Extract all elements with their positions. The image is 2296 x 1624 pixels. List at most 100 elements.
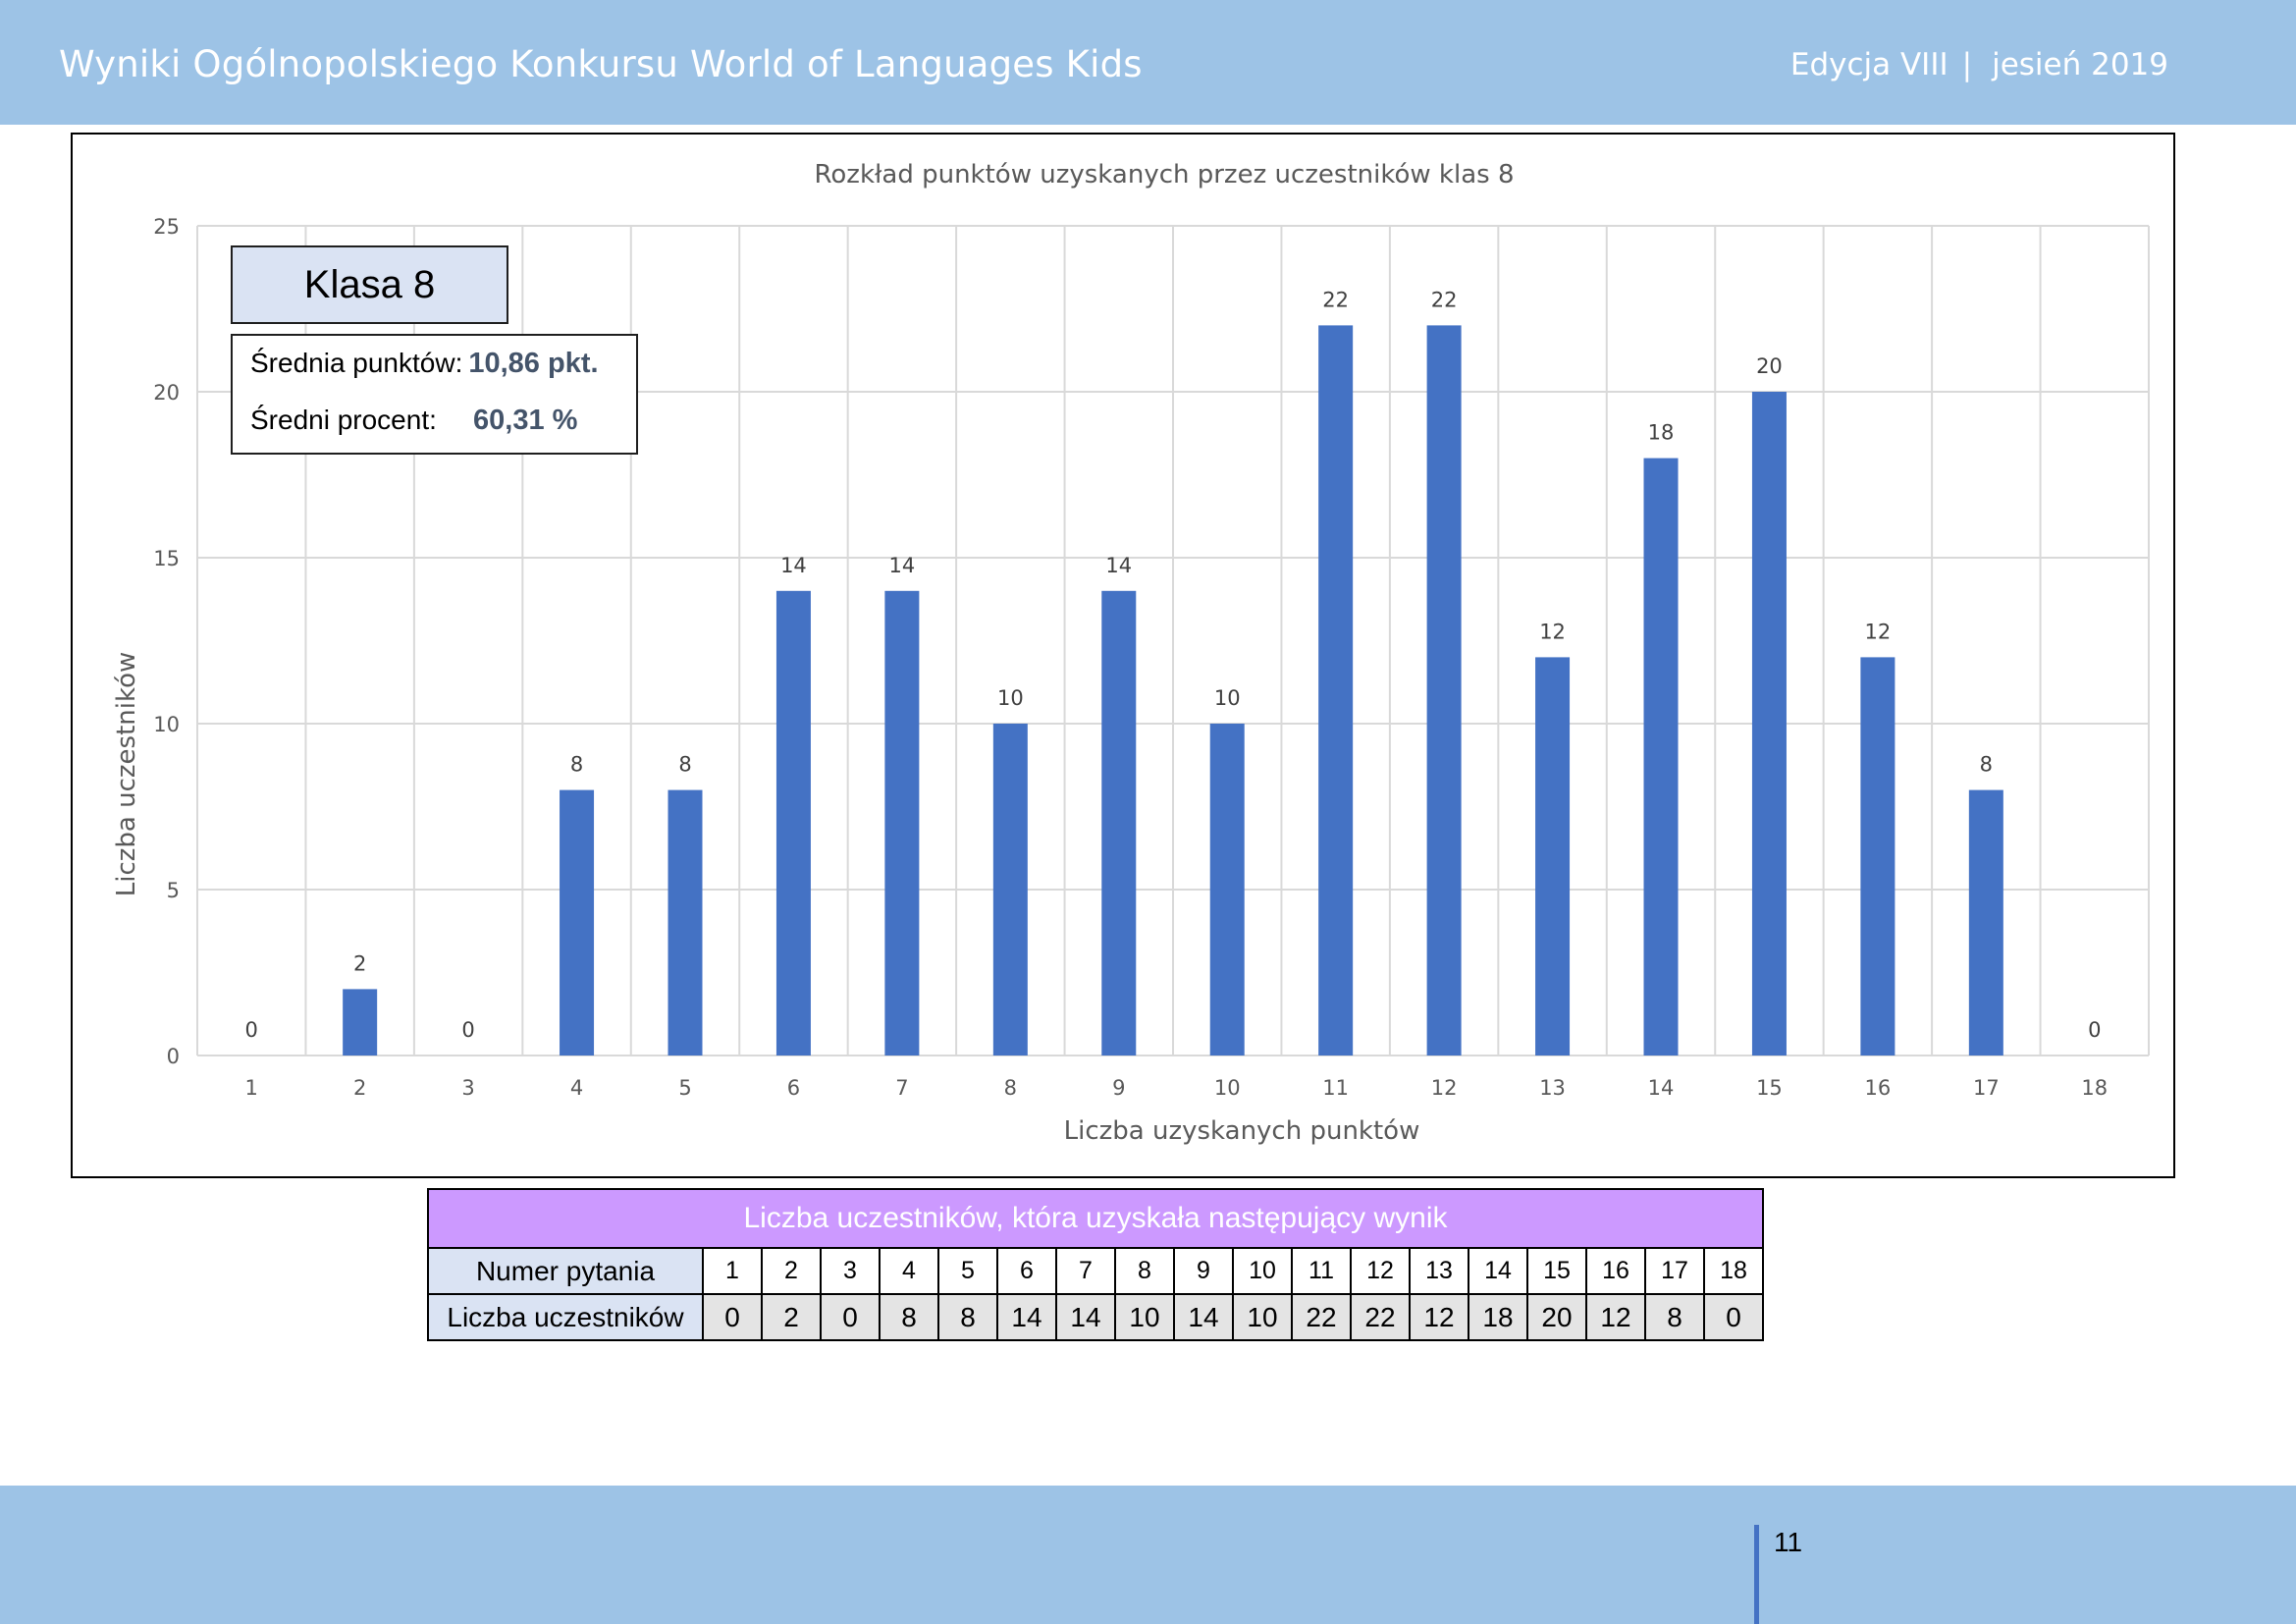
table-cell-participant-count: 20 <box>1526 1293 1587 1341</box>
bar-14 <box>1643 458 1679 1056</box>
x-tick-label: 10 <box>1214 1076 1241 1100</box>
table-cell-question-number: 2 <box>761 1247 822 1295</box>
row-label-participant-count: Liczba uczestników <box>427 1293 704 1341</box>
bar-16 <box>1860 657 1896 1056</box>
table-cell-participant-count: 8 <box>1644 1293 1705 1341</box>
table-cell-question-number: 12 <box>1350 1247 1411 1295</box>
table-cell-participant-count: 0 <box>820 1293 881 1341</box>
table-cell-question-number: 5 <box>937 1247 998 1295</box>
bar-9 <box>1101 590 1137 1056</box>
bar-17 <box>1968 789 2003 1056</box>
header-edition-info: Edycja VIII | jesień 2019 <box>1790 47 2168 82</box>
data-label: 18 <box>1648 421 1675 445</box>
bar-13 <box>1535 657 1571 1056</box>
table-cell-participant-count: 0 <box>702 1293 763 1341</box>
avg-points-value: 10,86 pkt. <box>468 348 599 379</box>
x-tick-label: 16 <box>1865 1076 1892 1100</box>
bar-chart: Rozkład punktów uzyskanych przez uczestn… <box>112 160 2150 1146</box>
x-tick-label: 6 <box>787 1076 800 1100</box>
page-number: 11 <box>1774 1527 1803 1557</box>
table-cell-question-number: 4 <box>879 1247 939 1295</box>
data-label: 0 <box>245 1018 258 1042</box>
header-title: Wyniki Ogólnopolskiego Konkursu World of… <box>59 43 1143 85</box>
table-cell-participant-count: 18 <box>1468 1293 1528 1341</box>
footer-accent-bar <box>1754 1525 1759 1624</box>
data-label: 2 <box>353 951 366 975</box>
bar-8 <box>992 724 1028 1056</box>
data-label: 8 <box>570 753 583 777</box>
x-tick-label: 15 <box>1756 1076 1783 1100</box>
bar-10 <box>1209 724 1245 1056</box>
x-tick-label: 7 <box>895 1076 908 1100</box>
table-cell-participant-count: 10 <box>1232 1293 1293 1341</box>
x-tick-label: 8 <box>1004 1076 1017 1100</box>
bar-4 <box>560 789 595 1056</box>
data-label: 22 <box>1431 288 1458 311</box>
data-label: 14 <box>1105 554 1132 577</box>
y-tick-label: 20 <box>153 381 180 405</box>
chart-frame: Rozkład punktów uzyskanych przez uczestn… <box>71 133 2175 1178</box>
y-tick-label: 5 <box>167 879 180 902</box>
table-cell-participant-count: 8 <box>937 1293 998 1341</box>
table-cell-question-number: 8 <box>1114 1247 1175 1295</box>
table-cell-participant-count: 22 <box>1350 1293 1411 1341</box>
stats-box: Średnia punktów: 10,86 pkt. Średni procen… <box>231 334 638 455</box>
results-table: Liczba uczestników, która uzyskała nastę… <box>427 1188 1764 1341</box>
table-cell-question-number: 9 <box>1173 1247 1234 1295</box>
x-tick-label: 12 <box>1431 1076 1458 1100</box>
data-label: 10 <box>1214 686 1241 710</box>
y-tick-label: 10 <box>153 713 180 736</box>
data-label: 12 <box>1865 620 1892 643</box>
chart-title: Rozkład punktów uzyskanych przez uczestn… <box>815 160 1515 189</box>
table-cell-question-number: 13 <box>1409 1247 1469 1295</box>
bar-2 <box>343 989 378 1056</box>
table-cell-question-number: 16 <box>1585 1247 1646 1295</box>
x-tick-label: 1 <box>245 1076 258 1100</box>
y-tick-label: 0 <box>167 1045 180 1068</box>
data-label: 0 <box>461 1018 474 1042</box>
page-footer <box>0 1486 2296 1624</box>
results-table-wrap: Liczba uczestników, która uzyskała nastę… <box>427 1188 1764 1341</box>
row-label-question-number: Numer pytania <box>427 1247 704 1295</box>
y-tick-label: 25 <box>153 215 180 239</box>
bar-15 <box>1751 392 1787 1056</box>
table-cell-participant-count: 2 <box>761 1293 822 1341</box>
table-cell-question-number: 1 <box>702 1247 763 1295</box>
x-axis-label: Liczba uzyskanych punktów <box>1064 1116 1420 1146</box>
x-tick-label: 5 <box>678 1076 691 1100</box>
table-cell-participant-count: 14 <box>1055 1293 1116 1341</box>
table-cell-question-number: 6 <box>996 1247 1057 1295</box>
bar-7 <box>884 590 920 1056</box>
bar-6 <box>775 590 811 1056</box>
avg-percent-value: 60,31 % <box>473 405 578 436</box>
table-cell-participant-count: 12 <box>1409 1293 1469 1341</box>
bar-11 <box>1318 325 1354 1056</box>
table-cell-participant-count: 14 <box>996 1293 1057 1341</box>
avg-points-label: Średnia punktów: <box>250 348 463 378</box>
table-cell-participant-count: 8 <box>879 1293 939 1341</box>
avg-percent-label: Średni procent: <box>250 405 437 435</box>
x-tick-label: 14 <box>1648 1076 1675 1100</box>
table-cell-question-number: 3 <box>820 1247 881 1295</box>
data-label: 10 <box>997 686 1024 710</box>
class-label-box: Klasa 8 <box>231 245 508 324</box>
x-tick-label: 4 <box>570 1076 583 1100</box>
table-cell-participant-count: 10 <box>1114 1293 1175 1341</box>
table-cell-participant-count: 0 <box>1703 1293 1764 1341</box>
table-header: Liczba uczestników, która uzyskała nastę… <box>427 1188 1764 1249</box>
table-cell-participant-count: 22 <box>1291 1293 1352 1341</box>
data-label: 14 <box>889 554 916 577</box>
table-cell-question-number: 17 <box>1644 1247 1705 1295</box>
table-cell-question-number: 10 <box>1232 1247 1293 1295</box>
class-label: Klasa 8 <box>303 262 436 306</box>
table-cell-question-number: 7 <box>1055 1247 1116 1295</box>
header-edition: Edycja VIII <box>1789 47 1949 82</box>
table-row-participant-counts: Liczba uczestników 0 2 0 8 8 14 14 10 14 10 22 22 12… <box>427 1293 1764 1341</box>
bar-5 <box>667 789 703 1056</box>
table-cell-question-number: 18 <box>1703 1247 1764 1295</box>
table-cell-question-number: 15 <box>1526 1247 1587 1295</box>
y-axis-label: Liczba uczestników <box>112 652 141 897</box>
table-cell-participant-count: 12 <box>1585 1293 1646 1341</box>
avg-percent-row: Średni procent: <box>250 405 437 436</box>
x-tick-label: 3 <box>461 1076 474 1100</box>
